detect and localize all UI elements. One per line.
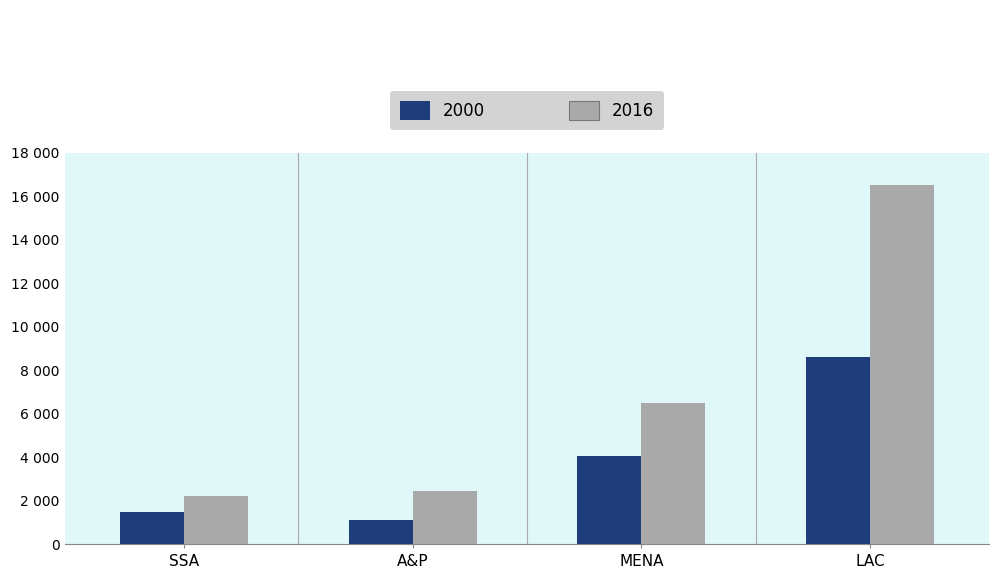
- Bar: [577, 456, 641, 544]
- Bar: [413, 491, 477, 544]
- Bar: [806, 357, 870, 544]
- Bar: [870, 186, 934, 544]
- Bar: [120, 512, 184, 544]
- Bar: [349, 520, 413, 544]
- Legend: 2000, 2016: 2000, 2016: [390, 90, 664, 130]
- Bar: [184, 496, 248, 544]
- Bar: [641, 403, 705, 544]
